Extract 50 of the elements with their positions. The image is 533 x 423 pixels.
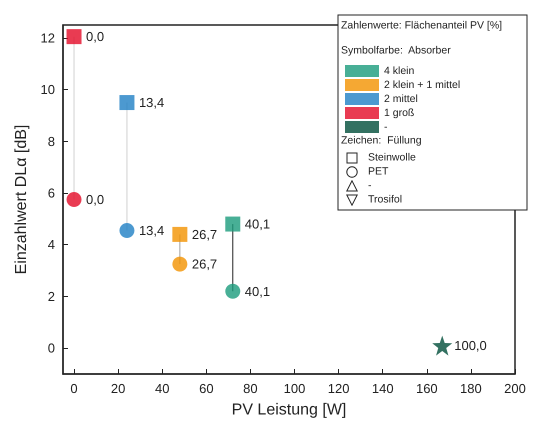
x-tick-label: 60 xyxy=(199,381,214,396)
annotation: - xyxy=(368,180,372,192)
legend-label: 2 klein + 1 mittel xyxy=(384,79,460,91)
x-tick-label: 180 xyxy=(460,381,482,396)
legend-label: 4 klein xyxy=(384,65,415,77)
x-tick-label: 100 xyxy=(284,381,306,396)
x-tick-label: 40 xyxy=(154,381,170,396)
legend-label: 2 mittel xyxy=(384,93,418,105)
annotation: 100,0 xyxy=(454,338,487,354)
x-tick-label: 0 xyxy=(70,381,78,396)
y-tick-label: 6 xyxy=(48,186,55,201)
annotation: 26,7 xyxy=(192,226,218,242)
point xyxy=(225,216,240,232)
y-tick-label: 12 xyxy=(40,30,55,46)
annotation: 13,4 xyxy=(138,95,164,110)
point xyxy=(432,336,452,356)
point xyxy=(172,256,188,272)
annotation: Trosifol xyxy=(368,194,402,206)
legend-label: - xyxy=(384,121,388,133)
point xyxy=(66,29,82,44)
y-tick-label: 8 xyxy=(48,134,55,149)
annotation: 40,1 xyxy=(244,284,270,299)
x-tick-label: 160 xyxy=(416,381,438,396)
x-tick-label: 200 xyxy=(504,381,526,396)
point xyxy=(119,223,134,238)
legend-label: 1 groß xyxy=(384,107,414,119)
point xyxy=(119,95,134,110)
point xyxy=(66,192,82,207)
x-tick-label: 20 xyxy=(110,381,126,396)
x-tick-label: 140 xyxy=(372,381,394,396)
annotation: 13,4 xyxy=(138,223,164,238)
x-tick-label: 120 xyxy=(328,381,350,396)
legend-title: Zahlenwerte: Flächenanteil PV [%] xyxy=(341,20,502,32)
annotation: Zeichen: Füllung xyxy=(341,134,422,146)
point xyxy=(172,226,188,242)
annotation: 26,7 xyxy=(192,256,218,272)
annotation: PET xyxy=(368,166,390,178)
annotation: 0,0 xyxy=(86,29,104,44)
y-tick-label: 4 xyxy=(48,237,55,252)
y-tick-label: 0 xyxy=(48,340,55,356)
annotation: Steinwolle xyxy=(368,152,416,164)
annotation: Symbolfarbe: Absorber xyxy=(341,44,452,56)
y-axis-title: Einzahlwert DLα [dB] xyxy=(13,124,30,274)
annotation: 40,1 xyxy=(244,216,270,232)
point xyxy=(225,284,240,299)
y-tick-label: 10 xyxy=(40,82,55,98)
y-tick-label: 2 xyxy=(48,288,55,304)
annotation: 0,0 xyxy=(86,192,104,207)
x-tick-label: 80 xyxy=(243,381,258,396)
x-axis-title: PV Leistung [W] xyxy=(232,402,346,418)
